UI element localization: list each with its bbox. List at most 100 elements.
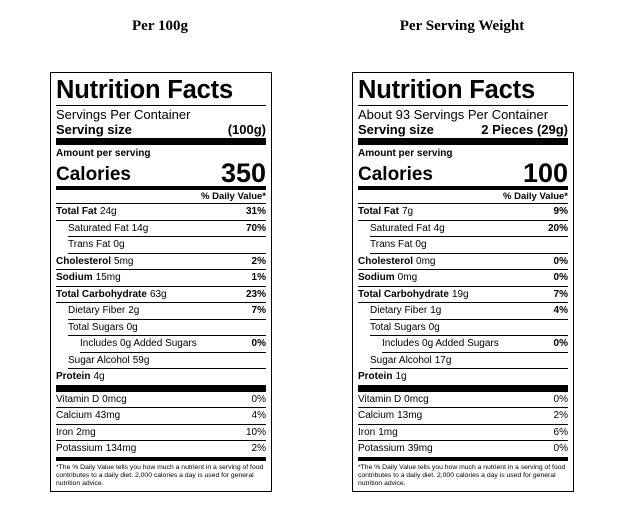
nutrient-amount: 0g — [415, 239, 427, 250]
nutrient-name: Dietary Fiber — [68, 305, 126, 316]
vitamin-dv: 0% — [553, 443, 568, 454]
nutrient-row: Protein 1g — [358, 369, 568, 385]
nutrient-amount: 15mg — [95, 272, 121, 283]
nutrition-label: Nutrition Facts About 93 Servings Per Con… — [352, 72, 574, 493]
nutrient-dv: 20% — [547, 222, 568, 234]
nutrient-row: Trans Fat 0g — [68, 237, 266, 254]
vitamin-dv: 2% — [251, 443, 266, 454]
nutrient-amount: 0mg — [416, 255, 436, 267]
nutrient-row: Total Carbohydrate 63g 23% — [56, 287, 266, 303]
divider — [358, 384, 568, 392]
vitamin-amount: 13mg — [397, 410, 423, 421]
vitamin-name: Calcium — [358, 410, 395, 421]
divider — [358, 186, 568, 190]
daily-value-header: % Daily Value* — [358, 190, 568, 204]
vitamin-name: Potassium — [56, 443, 103, 454]
divider — [358, 456, 568, 461]
vitamin-amount: 1mg — [378, 426, 398, 438]
nutrient-name: Total Fat — [56, 206, 97, 217]
nutrient-name: Cholesterol — [358, 255, 414, 267]
nutrient-dv: 7% — [553, 288, 568, 300]
vitamin-amount: 43mg — [95, 410, 121, 421]
vitamin-row: Calcium 13mg 2% — [358, 408, 568, 425]
vitamin-amount: 2mg — [76, 426, 96, 438]
nutrient-row: Total Carbohydrate 19g 7% — [358, 287, 568, 303]
label-title: Nutrition Facts — [358, 76, 535, 104]
nutrient-dv: 31% — [245, 206, 266, 217]
vitamin-amount: 0mcg — [404, 393, 429, 405]
nutrient-row: Dietary Fiber 1g 4% — [370, 303, 568, 320]
divider — [56, 456, 266, 461]
nutrient-row: Includes 0g Added Sugars 0% — [382, 336, 568, 353]
nutrient-row: Saturated Fat 4g 20% — [370, 221, 568, 237]
vitamin-amount: 134mg — [105, 443, 137, 454]
nutrient-row: Includes 0g Added Sugars 0% — [80, 336, 266, 353]
nutrient-row: Dietary Fiber 2g 7% — [68, 303, 266, 320]
nutrient-dv: 70% — [245, 222, 266, 234]
nutrient-name: Dietary Fiber — [370, 305, 428, 316]
calories-value: 100 — [522, 158, 568, 188]
nutrient-row: Total Sugars 0g — [370, 320, 568, 336]
nutrition-label: Nutrition Facts Servings Per Container Ser… — [50, 72, 272, 493]
amount-per-serving: Amount per serving — [56, 148, 151, 159]
footnote: *The % Daily Value tells you how much a … — [358, 463, 566, 487]
vitamin-name: Potassium — [358, 443, 405, 454]
serving-size-row: Serving size (100g) — [56, 122, 266, 138]
nutrient-dv: 0% — [553, 255, 568, 267]
nutrient-amount: 1g — [395, 371, 407, 382]
calories-row: Calories 100 — [358, 158, 568, 188]
nutrient-dv: 7% — [251, 305, 266, 316]
divider — [56, 384, 266, 392]
vitamin-dv: 0% — [251, 393, 266, 405]
vitamin-row: Calcium 43mg 4% — [56, 408, 266, 425]
nutrient-row: Sugar Alcohol 59g — [68, 353, 266, 369]
nutrient-name: Saturated Fat — [68, 222, 129, 234]
nutrient-name: Sodium — [56, 272, 93, 283]
nutrient-row: Sugar Alcohol 17g — [370, 353, 568, 369]
nutrient-name: Sodium — [358, 272, 395, 283]
vitamin-row: Potassium 134mg 2% — [56, 441, 266, 457]
divider — [56, 186, 266, 190]
vitamin-row: Vitamin D 0mcg 0% — [358, 392, 568, 408]
serving-size: (100g) — [227, 122, 266, 137]
vitamin-name: Iron — [56, 426, 74, 438]
nutrient-name: Trans Fat — [370, 239, 413, 250]
nutrient-amount: 1g — [430, 305, 442, 316]
nutrient-name: Sugar Alcohol — [68, 354, 130, 366]
nutrient-amount: 63g — [149, 288, 167, 300]
vitamin-row: Iron 1mg 6% — [358, 425, 568, 441]
nutrient-dv: 0% — [251, 338, 266, 349]
nutrient-amount: 17g — [434, 354, 452, 366]
nutrient-amount: 19g — [451, 288, 469, 300]
nutrient-row: Cholesterol 5mg 2% — [56, 254, 266, 270]
vitamin-name: Iron — [358, 426, 376, 438]
nutrient-amount: 5mg — [114, 255, 134, 267]
calories-label: Calories — [56, 164, 131, 185]
vitamin-dv: 6% — [553, 426, 568, 438]
nutrient-dv: 23% — [245, 288, 266, 300]
label-title: Nutrition Facts — [56, 76, 233, 104]
amount-per-serving: Amount per serving — [358, 148, 453, 159]
calories-row: Calories 350 — [56, 158, 266, 188]
nutrient-amount: 59g — [132, 354, 150, 366]
vitamin-dv: 10% — [245, 426, 266, 438]
vitamin-amount: 39mg — [407, 443, 433, 454]
nutrient-row: Trans Fat 0g — [370, 237, 568, 254]
nutrient-dv: 0% — [553, 338, 568, 349]
servings: About 93 Servings Per Container — [358, 105, 568, 122]
nutrient-name: Saturated Fat — [370, 222, 431, 234]
serving-size-row: Serving size 2 Pieces (29g) — [358, 122, 568, 138]
footnote: *The % Daily Value tells you how much a … — [56, 463, 264, 487]
nutrient-amount: 4g — [433, 222, 445, 234]
nutrient-name: Total Fat — [358, 206, 399, 217]
nutrient-dv: 1% — [251, 272, 266, 283]
nutrient-name: Total Sugars — [370, 321, 426, 333]
serving-size-label: Serving size — [358, 122, 434, 137]
nutrient-row: Total Fat 7g 9% — [358, 204, 568, 221]
calories-value: 350 — [220, 158, 266, 188]
serving-size: 2 Pieces (29g) — [481, 122, 568, 137]
serving-size-label: Serving size — [56, 122, 132, 137]
nutrient-name: Total Carbohydrate — [358, 288, 449, 300]
nutrient-name: Trans Fat — [68, 239, 111, 250]
